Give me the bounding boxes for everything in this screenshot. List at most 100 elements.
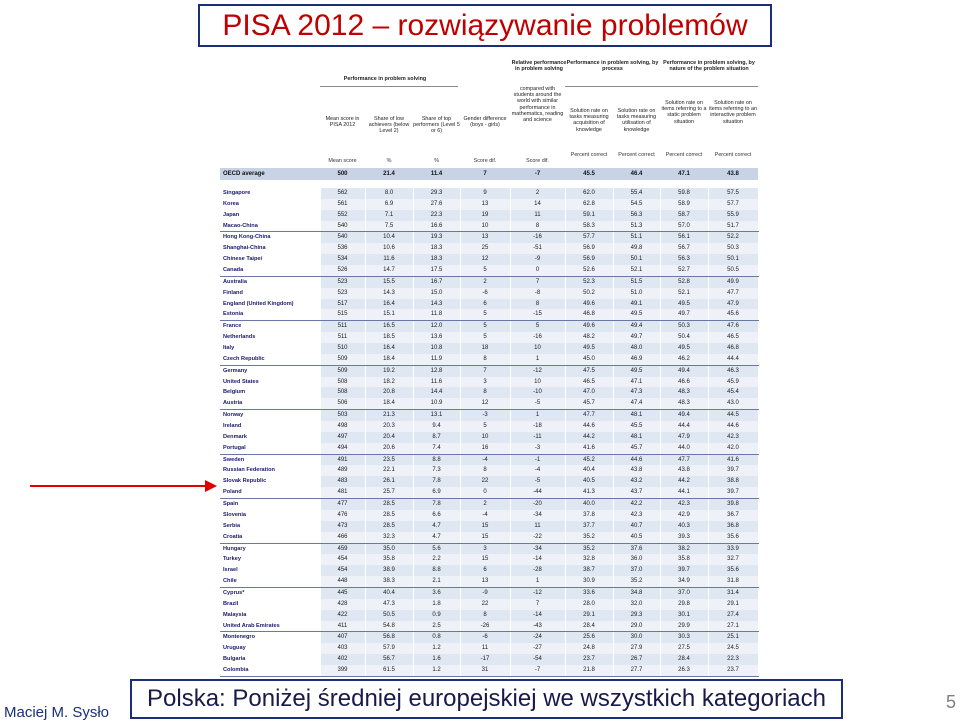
country-name: Turkey	[220, 554, 321, 566]
table-cell: 16.4	[365, 343, 414, 354]
table-row: Russian Federation 489 22.1 7.3 8 -4 40.4 43.8 4…	[220, 465, 759, 477]
table-cell: 6	[460, 298, 511, 310]
table-cell: 43.2	[613, 476, 661, 488]
table-cell: -14	[510, 554, 566, 566]
table-cell: 28.5	[365, 498, 414, 510]
table-cell: 29.0	[613, 620, 661, 633]
table-cell: 47.5	[565, 365, 614, 377]
table-cell: 9	[460, 188, 511, 199]
table-cell: 49.7	[613, 332, 661, 344]
table-cell: 10	[460, 220, 511, 233]
table-cell: 57.9	[365, 643, 414, 655]
table-cell: -54	[510, 654, 566, 665]
table-row: Australia 523 15.5 16.7 2 7 52.3 51.5 52.8 49.9	[220, 276, 759, 288]
table-cell: 35.0	[365, 543, 414, 555]
table-cell: 41.3	[565, 487, 614, 500]
table-cell: 47.6	[708, 320, 759, 333]
table-cell: 45.5	[613, 421, 661, 432]
table-cell: 12.0	[413, 320, 461, 333]
table-cell: 1.6	[413, 654, 461, 665]
table-cell: 4.7	[413, 520, 461, 532]
table-cell: -16	[510, 231, 566, 244]
table-cell: 40.5	[565, 476, 614, 488]
table-cell: 32.7	[708, 554, 759, 566]
country-name: Malaysia	[220, 609, 321, 621]
table-cell: 477	[320, 498, 366, 510]
table-row: Italy 510 16.4 10.8 18 10 49.5 48.0 49.5 46.8	[220, 343, 759, 354]
table-cell: 515	[320, 309, 366, 322]
table-cell: 10.6	[365, 243, 414, 255]
country-name: Germany	[220, 365, 321, 377]
table-cell: 51.0	[613, 287, 661, 299]
table-cell: 476	[320, 509, 366, 521]
table-cell: 10.8	[413, 343, 461, 354]
table-cell: 43.0	[708, 398, 759, 411]
table-cell: 43.7	[613, 487, 661, 500]
table-cell: 25.6	[565, 631, 614, 644]
oecd-value: 11.4	[430, 171, 443, 177]
slide-title: PISA 2012 – rozwiązywanie problemów	[222, 8, 748, 42]
table-cell: 11	[460, 643, 511, 655]
table-cell: 3	[460, 543, 511, 555]
table-cell: 18.3	[413, 243, 461, 255]
table-cell: 1	[510, 576, 566, 588]
header-col-low: Share of low achievers (below Level 2)	[368, 116, 410, 135]
table-cell: 481	[320, 487, 366, 500]
country-name: Czech Republic	[220, 353, 321, 366]
table-cell: 15.0	[413, 287, 461, 299]
table-row: Hong Kong-China 540 10.4 19.3 13 -16 57.7 51.1 5…	[220, 231, 759, 244]
table-row: Denmark 497 20.4 8.7 10 -11 44.2 48.1 47.9 42.3	[220, 431, 759, 443]
table-cell: 25.1	[708, 631, 759, 644]
table-cell: 47.7	[660, 454, 709, 466]
table-cell: 59.1	[565, 209, 614, 221]
table-cell: 62.0	[565, 188, 614, 199]
table-cell: 37.7	[565, 520, 614, 532]
table-cell: 39.3	[660, 531, 709, 544]
country-name: Hong Kong-China	[220, 231, 321, 244]
table-cell: 29.9	[660, 620, 709, 633]
table-cell: 31.4	[708, 587, 759, 599]
table-cell: 48.1	[613, 431, 661, 443]
table-cell: 56.1	[660, 231, 709, 244]
table-row: Macao-China 540 7.5 16.6 10 8 58.3 51.3 57.0 51.7	[220, 220, 759, 233]
table-cell: 11	[510, 520, 566, 532]
table-cell: 13.6	[413, 332, 461, 344]
table-cell: 18.3	[413, 254, 461, 266]
table-cell: 11.6	[413, 376, 461, 388]
table-cell: 11.8	[413, 309, 461, 322]
table-cell: 26.7	[613, 654, 661, 665]
table-row: Brazil 428 47.3 1.8 22 7 28.0 32.0 29.8 29.1	[220, 598, 759, 610]
table-cell: 48.3	[660, 387, 709, 399]
table-cell: 40.5	[613, 531, 661, 544]
table-cell: 511	[320, 332, 366, 344]
table-cell: 15	[460, 554, 511, 566]
country-name: Cyprus*	[220, 587, 321, 599]
table-cell: 7	[460, 365, 511, 377]
table-cell: 55.4	[613, 188, 661, 199]
table-cell: 46.5	[565, 376, 614, 388]
table-cell: 33.6	[565, 587, 614, 599]
table-cell: 498	[320, 421, 366, 432]
table-cell: 42.3	[708, 431, 759, 443]
table-cell: 45.4	[708, 387, 759, 399]
table-cell: 11.6	[365, 254, 414, 266]
table-row: Slovenia 476 28.5 6.6 -4 -34 37.8 42.3 42.9 36.7	[220, 509, 759, 521]
table-cell: 41.6	[708, 454, 759, 466]
table-cell: -15	[510, 309, 566, 322]
table-cell: 39.7	[660, 565, 709, 577]
table-cell: 1.2	[413, 664, 461, 677]
table-cell: -17	[460, 654, 511, 665]
table-cell: 494	[320, 442, 366, 455]
table-cell: 56.9	[565, 254, 614, 266]
header-rule	[565, 86, 660, 87]
table-cell: 14.4	[413, 387, 461, 399]
oecd-value: 500	[337, 171, 348, 177]
table-row: Germany 509 19.2 12.8 7 -12 47.5 49.5 49.4 46.3	[220, 365, 759, 377]
table-cell: 23.7	[565, 654, 614, 665]
table-cell: 47.4	[613, 398, 661, 411]
header-group-performance: Performance in problem solving	[343, 76, 427, 82]
table-row: Belgium 508 20.8 14.4 8 -10 47.0 47.3 48.3 45.4	[220, 387, 759, 399]
table-cell: 2.5	[413, 620, 461, 633]
table-cell: 39.7	[708, 487, 759, 500]
table-cell: 29.1	[708, 598, 759, 610]
